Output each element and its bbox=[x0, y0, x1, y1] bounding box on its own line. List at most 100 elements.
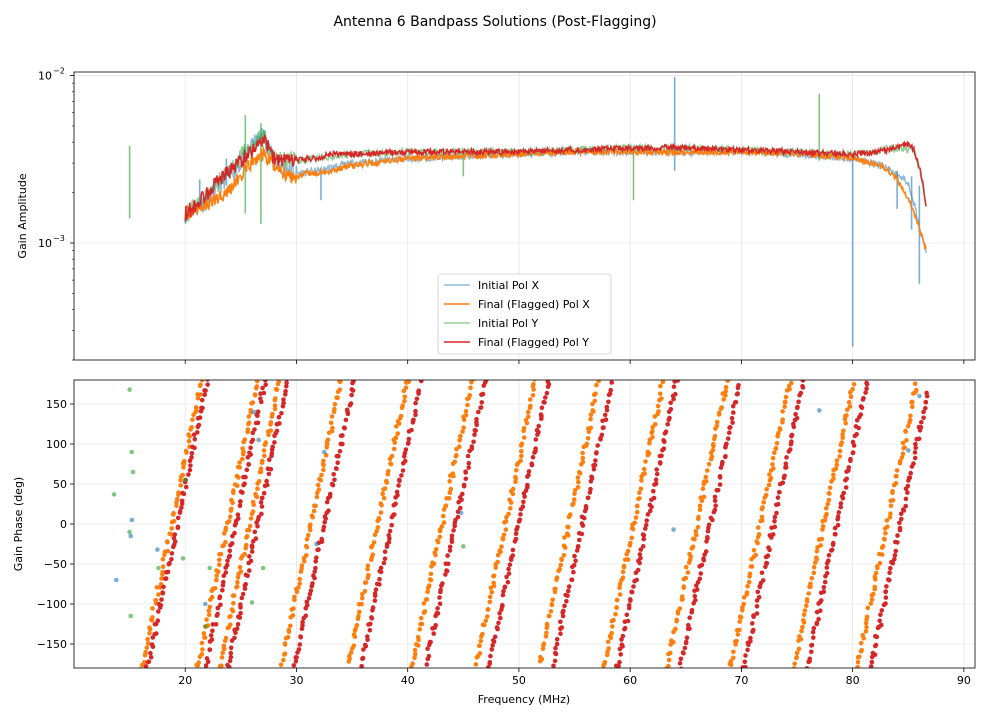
ph-point-final_y bbox=[488, 653, 493, 659]
ph-point-final_x bbox=[160, 557, 166, 562]
ph-point-final_x bbox=[877, 560, 883, 566]
ph-point-final_x bbox=[827, 491, 832, 496]
ph-point-final_y bbox=[897, 520, 902, 526]
ph-point-final_y bbox=[593, 458, 598, 463]
ph-point-final_x bbox=[256, 479, 262, 484]
ph-point-final_y bbox=[819, 598, 824, 603]
ph-point-final_x bbox=[548, 609, 554, 614]
ph-point-final_x bbox=[847, 390, 853, 395]
ph-ytick-label-50: 50 bbox=[53, 478, 67, 491]
ph-ramp-final_y-4 bbox=[358, 380, 424, 668]
ph-point-final_y bbox=[569, 577, 575, 583]
ph-point-final_x bbox=[658, 383, 663, 389]
ph-point-final_x bbox=[860, 632, 865, 638]
ph-point-final_y bbox=[478, 405, 484, 410]
ph-point-final_y bbox=[872, 652, 878, 657]
ph-outlier-initial_x-10 bbox=[671, 527, 676, 532]
ph-point-final_y bbox=[864, 380, 869, 386]
ph-point-final_x bbox=[770, 455, 776, 461]
ph-point-final_y bbox=[879, 608, 885, 613]
ph-point-final_y bbox=[331, 472, 337, 477]
ph-point-final_x bbox=[565, 532, 571, 538]
ph-point-final_x bbox=[206, 608, 212, 613]
ph-point-final_x bbox=[617, 592, 623, 597]
ph-point-final_x bbox=[731, 649, 736, 655]
ph-point-final_x bbox=[153, 598, 159, 603]
ph-point-final_x bbox=[527, 397, 533, 402]
ph-point-final_y bbox=[513, 531, 519, 537]
ph-point-final_y bbox=[560, 613, 566, 619]
amp-line-final_y bbox=[184, 133, 927, 222]
ph-point-final_x bbox=[899, 455, 905, 460]
ph-point-final_x bbox=[572, 491, 577, 497]
ph-point-final_y bbox=[581, 515, 587, 521]
ph-point-final_y bbox=[798, 390, 804, 396]
ph-point-final_x bbox=[709, 454, 715, 460]
ph-point-final_x bbox=[360, 592, 365, 597]
ph-point-final_y bbox=[313, 565, 318, 571]
ph-point-final_y bbox=[640, 544, 646, 549]
ph-point-final_y bbox=[734, 392, 740, 397]
ph-point-final_x bbox=[710, 447, 716, 453]
ph-point-final_y bbox=[148, 651, 153, 656]
ph-point-final_y bbox=[220, 587, 225, 593]
ph-point-final_x bbox=[504, 514, 509, 520]
ph-xtick-label-70: 70 bbox=[734, 674, 748, 687]
ph-point-final_y bbox=[673, 391, 678, 397]
ph-point-final_y bbox=[552, 658, 558, 664]
legend-label-final-y: Final (Flagged) Pol Y bbox=[478, 336, 589, 349]
ph-point-final_y bbox=[694, 587, 700, 592]
ph-point-final_x bbox=[415, 643, 421, 648]
ph-point-final_x bbox=[605, 639, 611, 645]
ph-xtick-label-30: 30 bbox=[289, 674, 303, 687]
ph-point-final_x bbox=[731, 655, 736, 661]
ph-point-final_y bbox=[221, 579, 226, 585]
ph-point-final_y bbox=[608, 387, 613, 393]
ph-point-final_x bbox=[418, 621, 423, 627]
ph-point-final_y bbox=[205, 380, 210, 382]
ph-point-final_x bbox=[214, 573, 219, 578]
ph-point-final_y bbox=[668, 400, 673, 406]
ph-point-final_x bbox=[513, 479, 518, 485]
ph-point-final_x bbox=[254, 384, 260, 389]
ph-point-final_y bbox=[794, 415, 800, 421]
ph-point-final_x bbox=[246, 414, 252, 419]
ph-point-final_x bbox=[697, 507, 703, 512]
ph-point-final_x bbox=[808, 581, 813, 587]
ph-point-final_y bbox=[677, 661, 683, 666]
ph-point-final_y bbox=[268, 466, 274, 472]
ph-point-final_y bbox=[213, 622, 219, 627]
ph-ramp-final_x-8 bbox=[601, 380, 666, 668]
ph-point-final_x bbox=[487, 599, 493, 605]
ph-point-final_x bbox=[789, 380, 794, 386]
ph-ramp-final_y-1 bbox=[203, 380, 269, 668]
ph-point-final_y bbox=[609, 380, 614, 385]
ph-point-final_x bbox=[457, 444, 462, 450]
legend-label-initial-x: Initial Pol X bbox=[478, 279, 539, 292]
ph-point-final_y bbox=[800, 380, 806, 383]
ph-point-final_x bbox=[526, 414, 531, 420]
ph-point-final_x bbox=[839, 440, 845, 445]
ph-outlier-initial_y-9 bbox=[203, 624, 208, 629]
ph-point-final_x bbox=[431, 561, 437, 566]
ph-point-final_x bbox=[317, 476, 322, 482]
ph-point-final_y bbox=[497, 611, 502, 616]
ph-point-final_y bbox=[751, 627, 756, 633]
ph-point-final_y bbox=[276, 414, 282, 420]
ph-point-final_x bbox=[865, 605, 871, 611]
ph-point-final_x bbox=[747, 571, 753, 577]
ph-point-final_x bbox=[530, 393, 536, 398]
ph-point-final_y bbox=[504, 574, 509, 580]
ph-point-final_y bbox=[378, 565, 384, 571]
phase-series bbox=[111, 380, 930, 668]
ph-point-final_y bbox=[324, 499, 330, 505]
ph-point-final_y bbox=[689, 607, 695, 613]
ph-point-final_y bbox=[671, 384, 677, 390]
ph-point-final_x bbox=[822, 517, 828, 523]
ph-point-final_y bbox=[525, 482, 530, 488]
ph-xtick-label-60: 60 bbox=[623, 674, 637, 687]
ph-point-final_x bbox=[602, 659, 608, 665]
ph-point-final_y bbox=[529, 461, 534, 467]
ph-point-final_x bbox=[580, 455, 586, 461]
ph-point-final_x bbox=[538, 654, 543, 660]
